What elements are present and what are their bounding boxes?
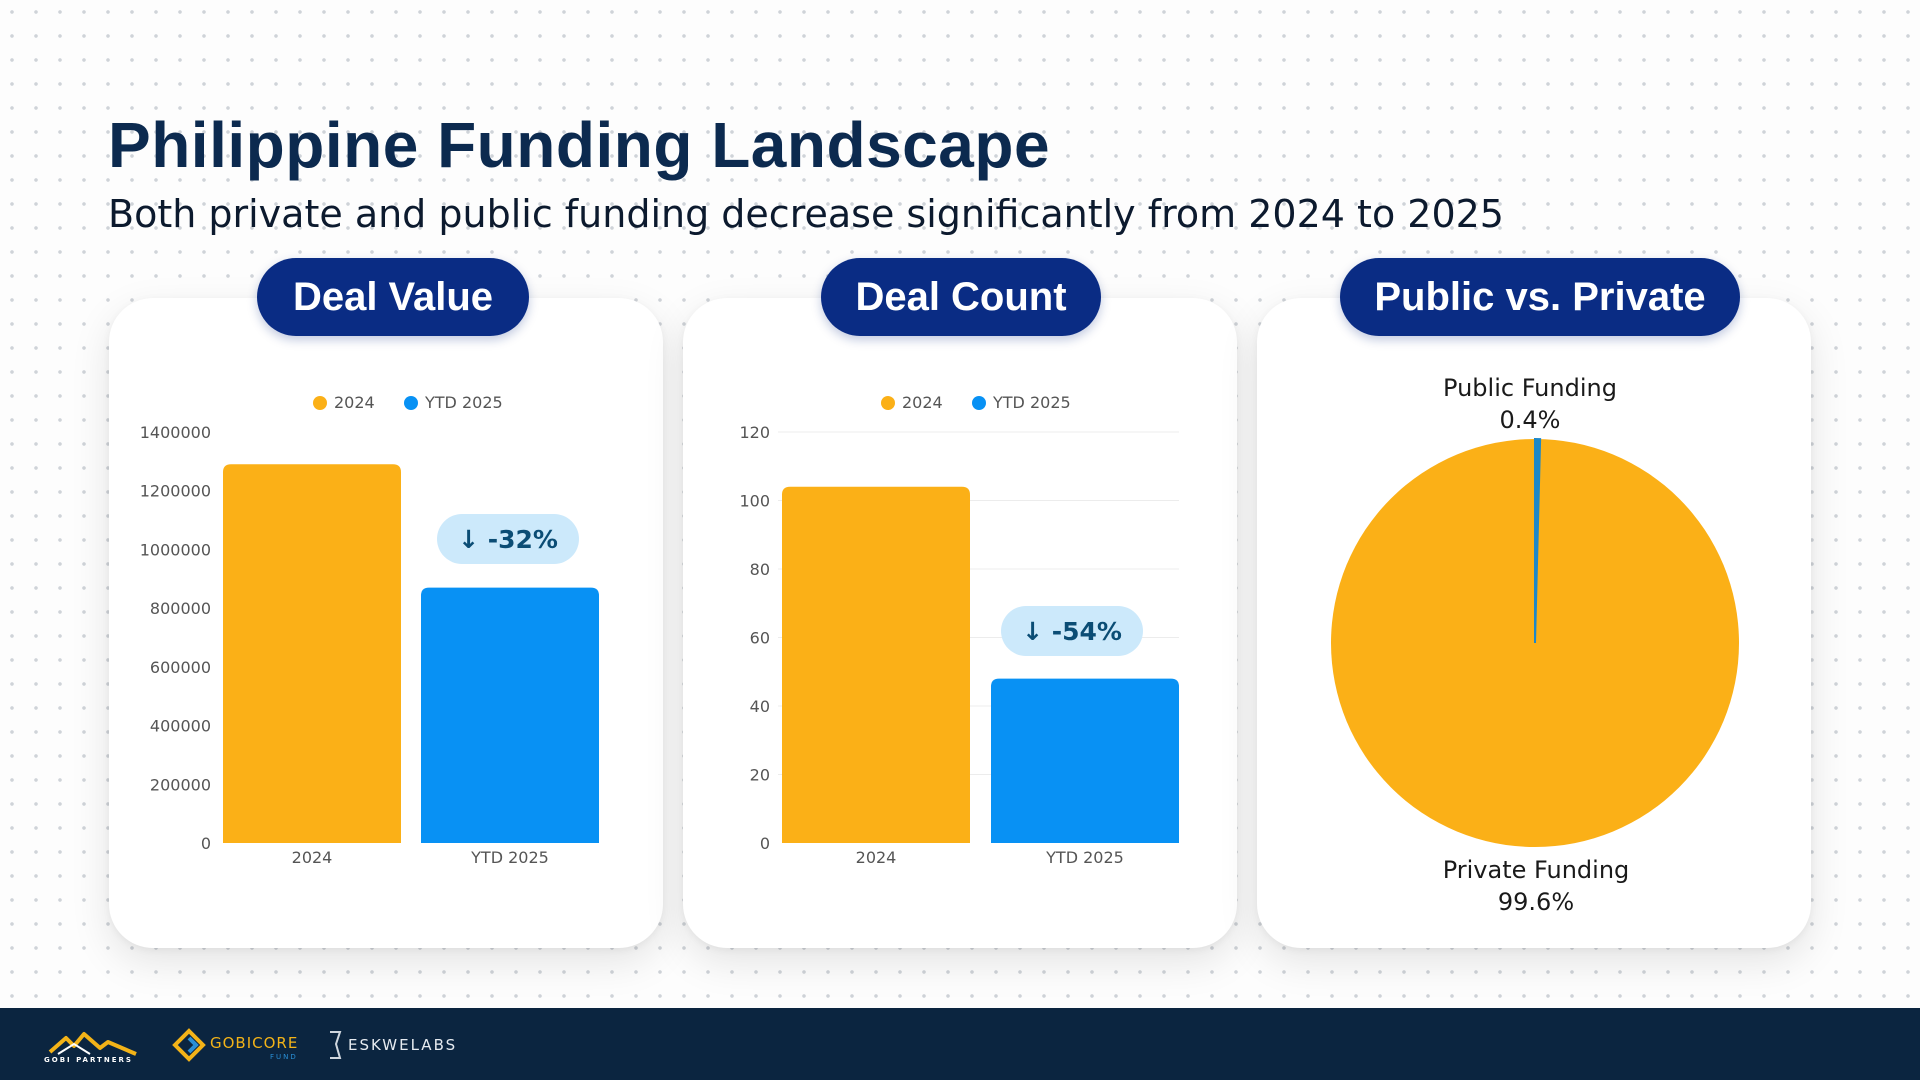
x-tick-label: YTD 2025 bbox=[470, 848, 549, 867]
gobi-partners-logo: GOBI PARTNERS bbox=[44, 1026, 144, 1066]
y-tick-label: 100 bbox=[739, 492, 770, 511]
bar-2024 bbox=[223, 464, 401, 843]
gobicore-text: GOBICORE bbox=[210, 1034, 299, 1052]
deal-value-chart: 2024 YTD 2025 0 200000 400000 600000 800000 100… bbox=[140, 393, 599, 867]
y-tick-label: 800000 bbox=[150, 599, 211, 618]
bar-ytd-2025 bbox=[421, 587, 599, 843]
gobicore-subtext: FUND bbox=[270, 1053, 298, 1061]
eskwelabs-logo: ESKWELABS bbox=[326, 1028, 456, 1062]
mountain-icon bbox=[48, 1032, 137, 1056]
bar-ytd-2025 bbox=[991, 678, 1179, 843]
x-tick-label: 2024 bbox=[292, 848, 333, 867]
pie-slice-public bbox=[1534, 437, 1542, 644]
gobicore-diamond-icon bbox=[172, 1028, 206, 1062]
gobi-partners-text: GOBI PARTNERS bbox=[44, 1056, 133, 1064]
eskwelabs-text: ESKWELABS bbox=[348, 1036, 458, 1054]
public-private-card: Public Funding 0.4% Private Funding 99.6% bbox=[1257, 298, 1811, 948]
y-tick-label: 1200000 bbox=[140, 482, 211, 501]
page-title: Philippine Funding Landscape bbox=[108, 109, 1051, 181]
y-tick-label: 120 bbox=[739, 423, 770, 442]
y-tick-label: 600000 bbox=[150, 658, 211, 677]
pie-label-public: Public Funding bbox=[1443, 374, 1617, 402]
bar-2024 bbox=[782, 486, 970, 843]
change-badge bbox=[1001, 606, 1143, 656]
pie-value-public: 0.4% bbox=[1500, 406, 1561, 434]
legend-swatch-1 bbox=[404, 396, 418, 410]
x-tick-label: 2024 bbox=[856, 848, 897, 867]
legend-label-0: 2024 bbox=[902, 393, 943, 412]
deal-count-pill: Deal Count bbox=[821, 258, 1101, 336]
change-badge bbox=[437, 514, 579, 564]
pie-value-private: 99.6% bbox=[1498, 888, 1574, 916]
legend-swatch-0 bbox=[313, 396, 327, 410]
y-tick-label: 1400000 bbox=[140, 423, 211, 442]
y-tick-label: 0 bbox=[201, 834, 211, 853]
y-tick-label: 60 bbox=[750, 629, 770, 648]
change-badge-text: ↓ -32% bbox=[458, 525, 558, 554]
y-tick-label: 0 bbox=[760, 834, 770, 853]
y-tick-label: 400000 bbox=[150, 717, 211, 736]
y-tick-label: 200000 bbox=[150, 775, 211, 794]
y-tick-label: 1000000 bbox=[140, 540, 211, 559]
y-tick-label: 40 bbox=[750, 697, 770, 716]
footer-bar: GOBI PARTNERS GOBICORE FUND ESKWELABS bbox=[0, 1008, 1920, 1080]
legend-label-0: 2024 bbox=[334, 393, 375, 412]
legend-label-1: YTD 2025 bbox=[424, 393, 503, 412]
y-tick-label: 80 bbox=[750, 560, 770, 579]
public-private-pill: Public vs. Private bbox=[1340, 258, 1740, 336]
page-subtitle: Both private and public funding decrease… bbox=[108, 192, 1504, 236]
deal-count-chart: 2024 YTD 2025 0 20 40 60 80 100 120 2024 YTD 2025 ↓… bbox=[739, 393, 1179, 867]
x-tick-label: YTD 2025 bbox=[1045, 848, 1124, 867]
deal-value-card: 2024 YTD 2025 0 200000 400000 600000 800000 100… bbox=[109, 298, 663, 948]
legend-label-1: YTD 2025 bbox=[992, 393, 1071, 412]
legend-swatch-0 bbox=[881, 396, 895, 410]
change-badge-text: ↓ -54% bbox=[1022, 617, 1122, 646]
eskwelabs-icon bbox=[330, 1031, 342, 1059]
gobicore-logo: GOBICORE FUND bbox=[172, 1028, 302, 1064]
deal-count-card: 2024 YTD 2025 0 20 40 60 80 100 120 2024 YTD 2025 ↓… bbox=[683, 298, 1237, 948]
deal-value-pill: Deal Value bbox=[257, 258, 529, 336]
public-private-chart: Public Funding 0.4% Private Funding 99.6% bbox=[1331, 374, 1739, 916]
legend-swatch-1 bbox=[972, 396, 986, 410]
y-tick-label: 20 bbox=[750, 766, 770, 785]
pie-label-private: Private Funding bbox=[1443, 856, 1630, 884]
